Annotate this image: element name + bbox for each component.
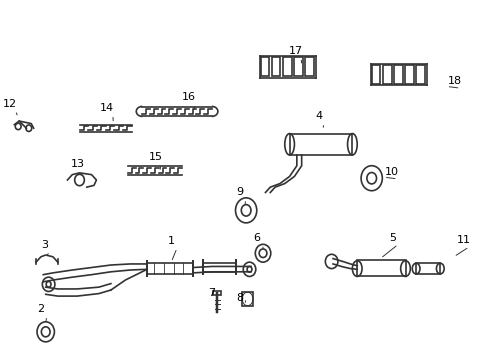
Text: 11: 11 (455, 235, 469, 245)
Text: 4: 4 (314, 111, 322, 121)
Text: 2: 2 (37, 304, 44, 314)
Text: 9: 9 (236, 187, 243, 197)
Ellipse shape (243, 262, 255, 276)
Text: 15: 15 (148, 152, 162, 162)
Text: 6: 6 (253, 233, 260, 243)
Text: 3: 3 (41, 240, 48, 249)
Text: 17: 17 (288, 46, 302, 56)
Text: 14: 14 (100, 103, 114, 113)
Ellipse shape (255, 244, 270, 262)
Text: 12: 12 (2, 99, 17, 109)
Text: 16: 16 (182, 92, 196, 102)
Text: 10: 10 (384, 167, 398, 177)
Text: 5: 5 (388, 233, 395, 243)
Text: 18: 18 (447, 76, 461, 86)
Text: 8: 8 (236, 293, 243, 303)
Text: 13: 13 (71, 159, 85, 169)
Ellipse shape (42, 277, 55, 292)
Text: 1: 1 (167, 236, 174, 246)
Ellipse shape (325, 254, 337, 269)
Ellipse shape (37, 322, 54, 342)
Ellipse shape (360, 166, 382, 191)
Text: 7: 7 (207, 288, 215, 298)
Ellipse shape (235, 198, 256, 223)
